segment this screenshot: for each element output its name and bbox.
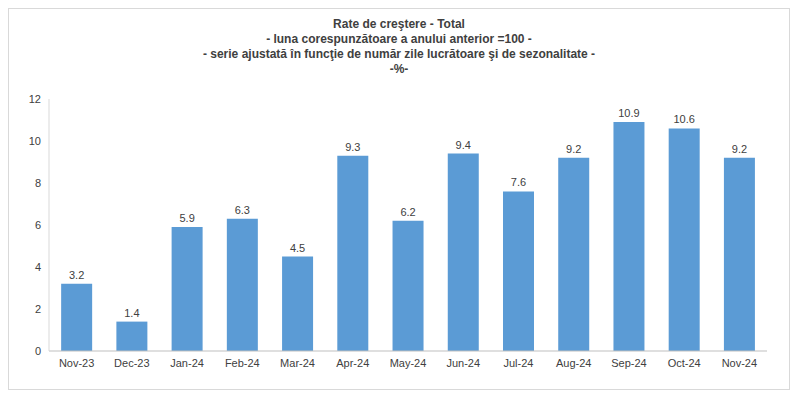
svg-text:Dec-23: Dec-23 [114, 357, 149, 369]
svg-text:May-24: May-24 [390, 357, 427, 369]
svg-text:Nov-24: Nov-24 [722, 357, 757, 369]
svg-text:9.2: 9.2 [732, 143, 747, 155]
svg-text:Oct-24: Oct-24 [668, 357, 701, 369]
html-text:- serie ajustată în funcţie de: - serie ajustată în funcţie de număr zil… [202, 47, 596, 61]
html-text:- luna corespunzătoare a anulu: - luna corespunzătoare a anului anterior… [266, 32, 532, 46]
svg-text:0: 0 [35, 345, 41, 357]
svg-text:9.3: 9.3 [345, 141, 360, 153]
svg-text:Jan-24: Jan-24 [170, 357, 204, 369]
svg-text:10: 10 [29, 135, 41, 147]
svg-text:4.5: 4.5 [290, 242, 305, 254]
svg-text:Nov-23: Nov-23 [59, 357, 94, 369]
svg-text:4: 4 [35, 261, 41, 273]
svg-text:1.4: 1.4 [124, 307, 139, 319]
svg-text:7.6: 7.6 [511, 176, 526, 188]
html-text:Rate de creştere - Total: Rate de creştere - Total [333, 17, 465, 31]
svg-text:8: 8 [35, 177, 41, 189]
svg-text:6.2: 6.2 [400, 206, 415, 218]
svg-text:10.6: 10.6 [673, 113, 694, 125]
svg-text:2: 2 [35, 303, 41, 315]
svg-text:Jul-24: Jul-24 [503, 357, 533, 369]
svg-text:10.9: 10.9 [618, 107, 639, 119]
svg-text:12: 12 [29, 93, 41, 105]
svg-text:Feb-24: Feb-24 [225, 357, 260, 369]
svg-text:9.2: 9.2 [566, 143, 581, 155]
svg-text:5.9: 5.9 [179, 212, 194, 224]
svg-text:Jun-24: Jun-24 [446, 357, 480, 369]
svg-text:Mar-24: Mar-24 [280, 357, 315, 369]
svg-text:9.4: 9.4 [456, 139, 471, 151]
svg-text:6.3: 6.3 [235, 204, 250, 216]
svg-text:6: 6 [35, 219, 41, 231]
svg-text:Aug-24: Aug-24 [556, 357, 591, 369]
svg-text:Apr-24: Apr-24 [336, 357, 369, 369]
svg-text:3.2: 3.2 [69, 269, 84, 281]
svg-text:Sep-24: Sep-24 [611, 357, 646, 369]
